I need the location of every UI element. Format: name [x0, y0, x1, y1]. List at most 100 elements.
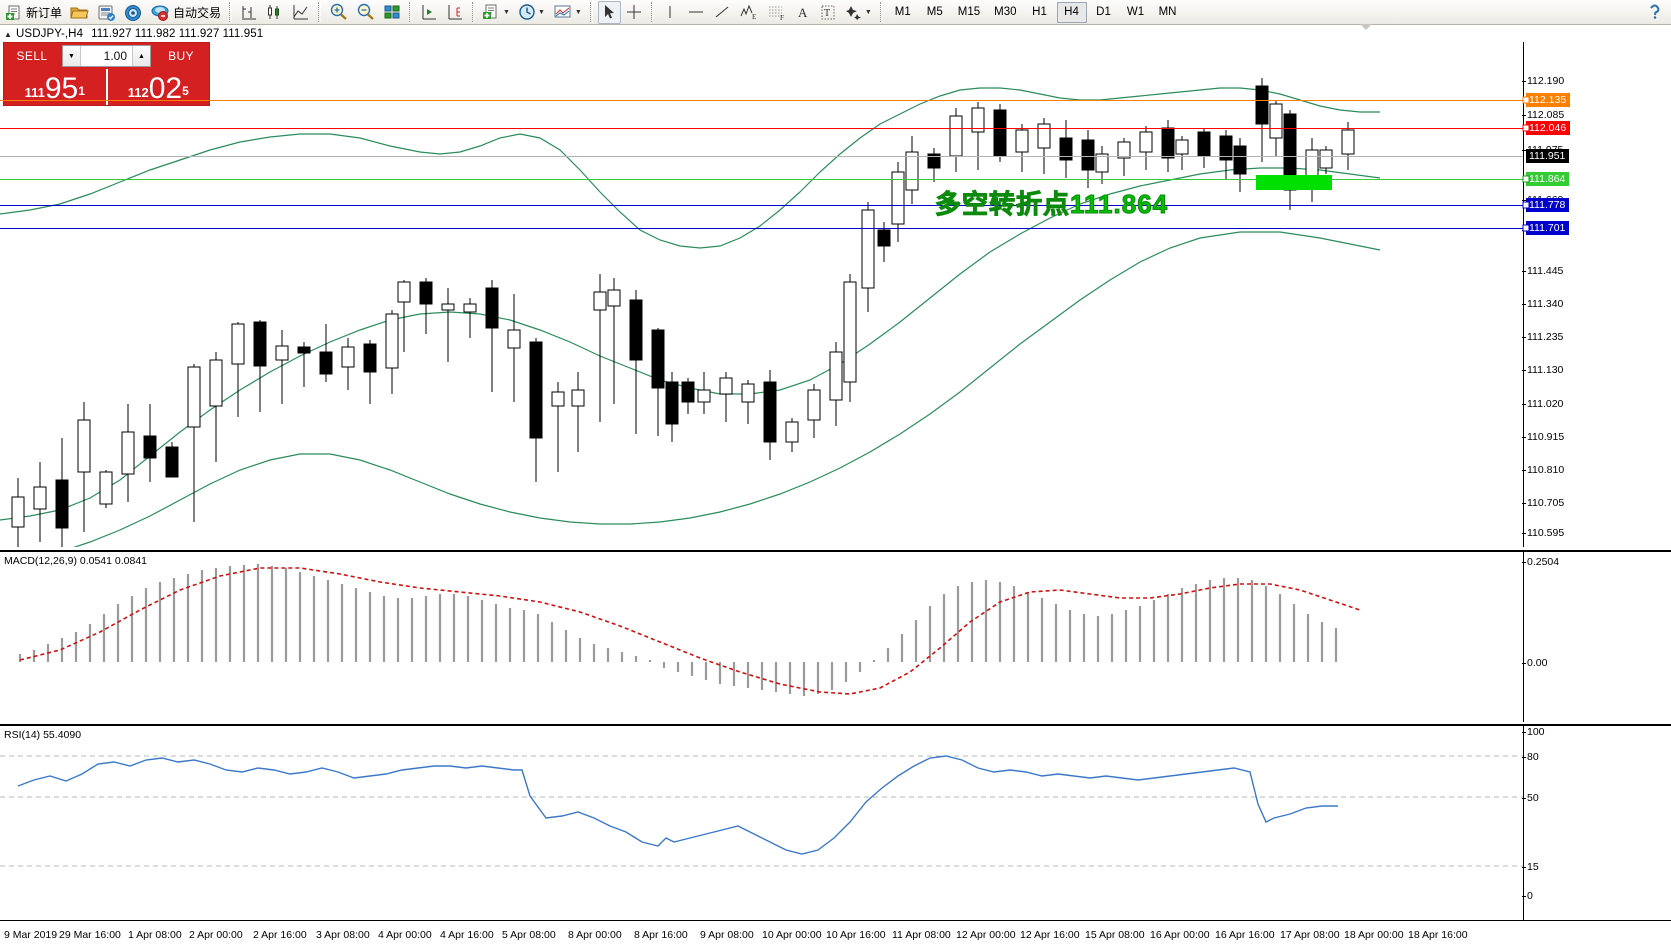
- status-badge-resistance-red[interactable]: 112.046: [1526, 121, 1571, 135]
- timeframe-w1[interactable]: W1: [1126, 6, 1145, 18]
- news-button[interactable]: [94, 1, 119, 24]
- time-tick: 4 Apr 00:00: [378, 929, 432, 941]
- trade-panel-top-row: SELL ▼ 1.00 ▲ BUY: [4, 43, 209, 69]
- time-tick: 2 Apr 16:00: [253, 929, 307, 941]
- time-tick: 11 Apr 08:00: [892, 929, 951, 941]
- timeframe-mn[interactable]: MN: [1158, 6, 1177, 18]
- level-line-resistance-orange[interactable]: [0, 100, 1526, 101]
- level-handle-support-blue-2[interactable]: [1522, 224, 1530, 232]
- vertical-line-button[interactable]: [659, 1, 682, 24]
- chevron-down-icon[interactable]: ▼: [864, 8, 872, 16]
- status-badge-pivot-green[interactable]: 111.864: [1526, 172, 1570, 186]
- trendline-button[interactable]: [710, 1, 734, 24]
- auto-scroll-button[interactable]: [443, 1, 467, 24]
- zoom-out-button[interactable]: [353, 1, 378, 24]
- macd-pane[interactable]: MACD(12,26,9) 0.0541 0.0841: [0, 550, 1671, 722]
- zoom-in-icon: [330, 3, 347, 20]
- horizontal-line-button[interactable]: [684, 1, 708, 24]
- timeframe-d1[interactable]: D1: [1096, 6, 1111, 18]
- chevron-down-icon[interactable]: ▼: [537, 8, 545, 16]
- time-tick: 8 Apr 00:00: [568, 929, 622, 941]
- level-line-pivot-green[interactable]: [0, 179, 1526, 180]
- level-line-support-blue-1[interactable]: [0, 205, 1526, 206]
- price-tick: 111.340: [1521, 298, 1564, 310]
- signals-button[interactable]: [121, 1, 146, 24]
- bar-chart-button[interactable]: [237, 1, 261, 24]
- buy-button[interactable]: 112 02 5: [105, 69, 210, 105]
- rsi-tick: 100: [1522, 726, 1545, 738]
- zoom-in-button[interactable]: [326, 1, 351, 24]
- timeframe-m30[interactable]: M30: [994, 6, 1017, 18]
- candle: [385, 310, 399, 394]
- candle: [891, 162, 905, 242]
- chevron-down-icon[interactable]: ▼: [574, 8, 582, 16]
- level-line-resistance-red[interactable]: [0, 128, 1526, 129]
- macd-tick: 0.2504: [1521, 556, 1560, 568]
- cursor-button[interactable]: [597, 0, 621, 24]
- candle: [1197, 128, 1211, 168]
- level-handle-support-blue-1[interactable]: [1522, 201, 1530, 209]
- time-tick: 12 Apr 00:00: [956, 929, 1016, 941]
- volume-input[interactable]: 1.00: [103, 49, 127, 63]
- toolbar-right-group: [1642, 1, 1671, 24]
- shapes-button[interactable]: ▼: [842, 1, 875, 24]
- price-tick: 111.235: [1521, 331, 1564, 343]
- rsi-pane[interactable]: RSI(14) 55.4090 100 80 50 15 0: [0, 724, 1671, 920]
- volume-stepper[interactable]: ▼ 1.00 ▲: [62, 45, 151, 67]
- tile-windows-button[interactable]: [380, 1, 404, 24]
- volume-dropdown-icon[interactable]: ▼: [63, 46, 81, 66]
- toolbar-separator: [472, 2, 476, 22]
- macd-tick: 0.00: [1521, 657, 1548, 669]
- line-chart-button[interactable]: [289, 1, 313, 24]
- new-order-button[interactable]: 新订单: [3, 1, 65, 24]
- candle: [1269, 100, 1283, 156]
- candle: [843, 274, 857, 402]
- level-handle-pivot-green[interactable]: [1522, 175, 1530, 183]
- crosshair-button[interactable]: [623, 1, 646, 24]
- rsi-label: RSI(14) 55.4090: [4, 729, 82, 741]
- timeframe-h4[interactable]: H4: [1056, 1, 1087, 23]
- price-chart-pane[interactable]: 多空转折点111.864 112.190 112.085 111.975 111…: [0, 42, 1671, 547]
- timeframe-h1[interactable]: H1: [1032, 6, 1047, 18]
- timeframe-m1[interactable]: M1: [894, 6, 911, 18]
- indicators-button[interactable]: ▼: [550, 1, 585, 24]
- candle: [927, 148, 941, 182]
- symbol-info-bar: ▲ USDJPY-,H4 111.927 111.982 111.927 111…: [0, 26, 1671, 42]
- level-handle-resistance-orange[interactable]: [1522, 96, 1530, 104]
- chart-shift-button[interactable]: [417, 1, 441, 24]
- rsi-tick: 0: [1522, 890, 1533, 902]
- collapse-triangle-icon[interactable]: ▲: [4, 29, 13, 39]
- folder-button[interactable]: [67, 1, 92, 24]
- chevron-down-icon[interactable]: ▼: [503, 8, 510, 16]
- level-line-support-blue-2[interactable]: [0, 228, 1526, 229]
- candlestick-chart-button[interactable]: [263, 1, 287, 24]
- elliott-wave-button[interactable]: E: [736, 1, 762, 24]
- one-click-trading-panel[interactable]: SELL ▼ 1.00 ▲ BUY 111 95 1 112 02 5: [4, 43, 209, 105]
- templates-button[interactable]: ▼: [480, 1, 513, 24]
- chart-annotation-text[interactable]: 多空转折点111.864: [934, 189, 1169, 220]
- candle: [319, 324, 333, 382]
- timeframe-m5[interactable]: M5: [926, 6, 943, 18]
- timeframe-m15[interactable]: M15: [957, 6, 981, 18]
- candle: [1175, 136, 1189, 170]
- candle: [209, 352, 223, 462]
- help-button[interactable]: [1643, 1, 1666, 24]
- status-badge-support-blue-2[interactable]: 111.701: [1526, 221, 1570, 235]
- time-tick: 8 Apr 16:00: [634, 929, 688, 941]
- price-tick: 111.020: [1521, 398, 1564, 410]
- candle: [1319, 146, 1333, 174]
- period-button[interactable]: ▼: [515, 1, 548, 24]
- status-badge-support-blue-1[interactable]: 111.778: [1526, 198, 1570, 212]
- buy-label: BUY: [168, 49, 194, 63]
- time-tick: 16 Apr 00:00: [1150, 929, 1210, 941]
- text-button[interactable]: A: [792, 1, 815, 24]
- autotrade-button[interactable]: 自动交易: [148, 1, 224, 24]
- level-line-last-price: [0, 156, 1523, 157]
- status-badge-resistance-orange[interactable]: 112.135: [1526, 93, 1571, 107]
- fibonacci-button[interactable]: F: [764, 1, 790, 24]
- level-handle-resistance-red[interactable]: [1522, 124, 1530, 132]
- text-label-button[interactable]: T: [817, 1, 840, 24]
- volume-increment-icon[interactable]: ▲: [132, 46, 150, 66]
- chart-scroll-indicator[interactable]: [1360, 24, 1372, 30]
- sell-button[interactable]: 111 95 1: [4, 69, 106, 105]
